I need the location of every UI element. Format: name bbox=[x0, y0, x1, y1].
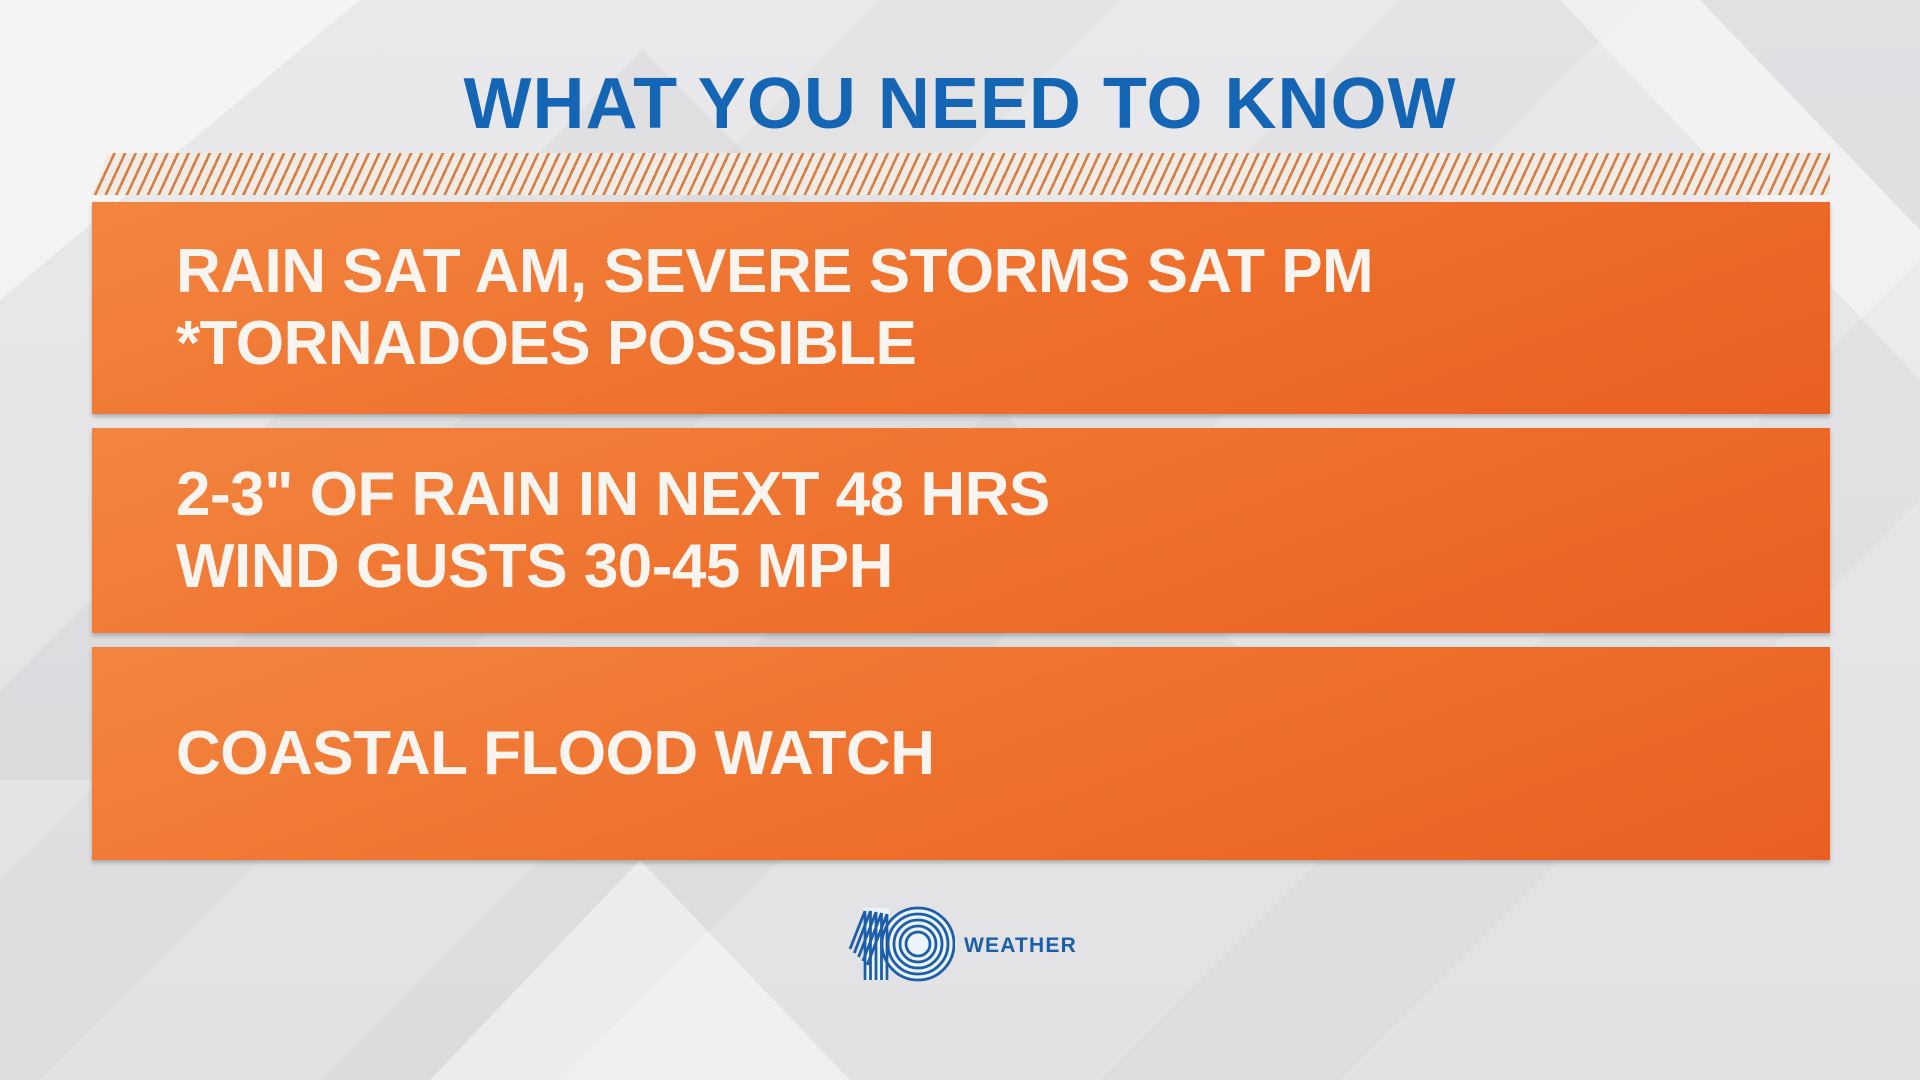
alert-panel-flood: COASTAL FLOOD WATCH bbox=[92, 647, 1830, 860]
panel-line: WIND GUSTS 30-45 MPH bbox=[176, 531, 893, 601]
alert-panel-storms: RAIN SAT AM, SEVERE STORMS SAT PM *TORNA… bbox=[92, 202, 1830, 414]
panel-line: 2-3" OF RAIN IN NEXT 48 HRS bbox=[176, 459, 1050, 529]
hatch-stripe bbox=[92, 153, 1830, 195]
weather-wordmark: WEATHER bbox=[963, 934, 1077, 957]
channel-10-icon bbox=[848, 906, 955, 982]
alert-panel-rain-wind: 2-3" OF RAIN IN NEXT 48 HRS WIND GUSTS 3… bbox=[92, 428, 1830, 633]
panel-line: RAIN SAT AM, SEVERE STORMS SAT PM bbox=[176, 237, 1374, 306]
panel-line: COASTAL FLOOD WATCH bbox=[176, 718, 935, 788]
page-title: WHAT YOU NEED TO KNOW bbox=[463, 64, 1457, 144]
station-logo: WEATHER bbox=[0, 898, 1920, 990]
panel-line: *TORNADOES POSSIBLE bbox=[176, 309, 917, 378]
